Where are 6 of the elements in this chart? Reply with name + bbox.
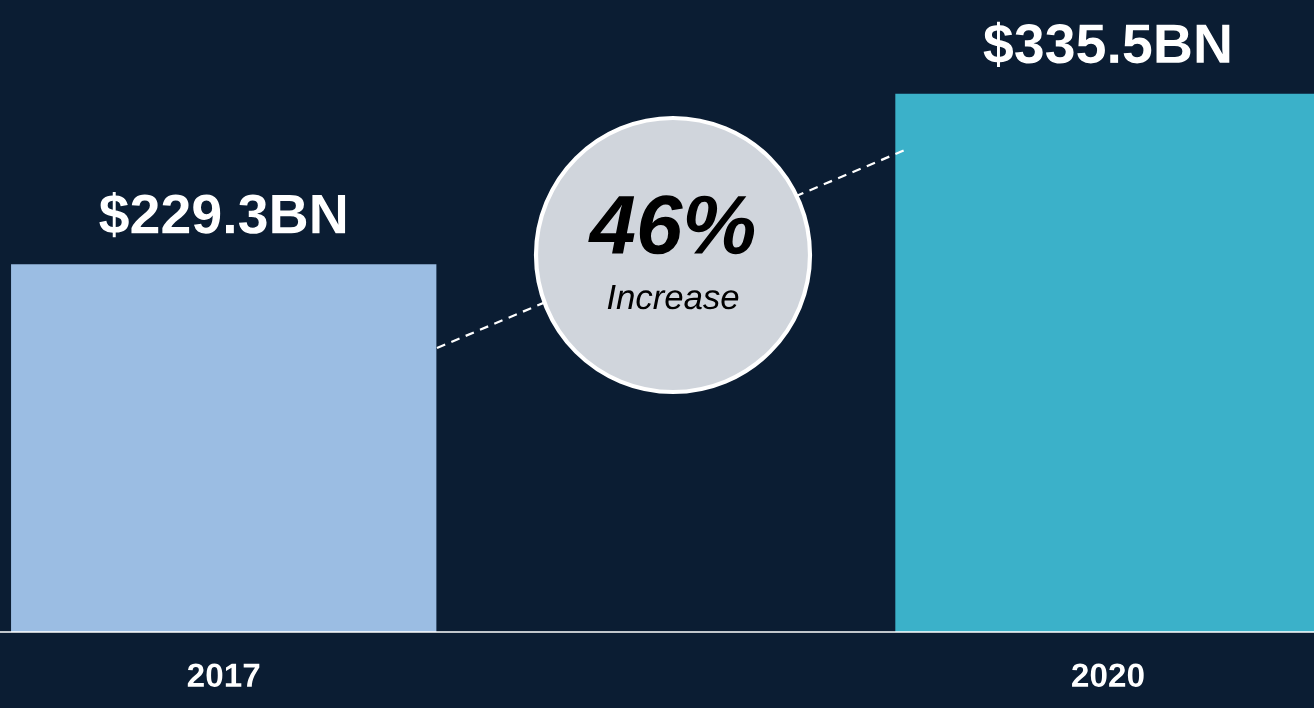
data-label: $229.3BN	[99, 191, 346, 238]
x-tick-label: 2020	[1072, 663, 1144, 688]
annotation: Increase	[607, 285, 739, 310]
annotation: 46%	[588, 195, 755, 255]
data-label: $335.5BN	[983, 21, 1230, 67]
x-tick-label: 2017	[187, 663, 260, 688]
